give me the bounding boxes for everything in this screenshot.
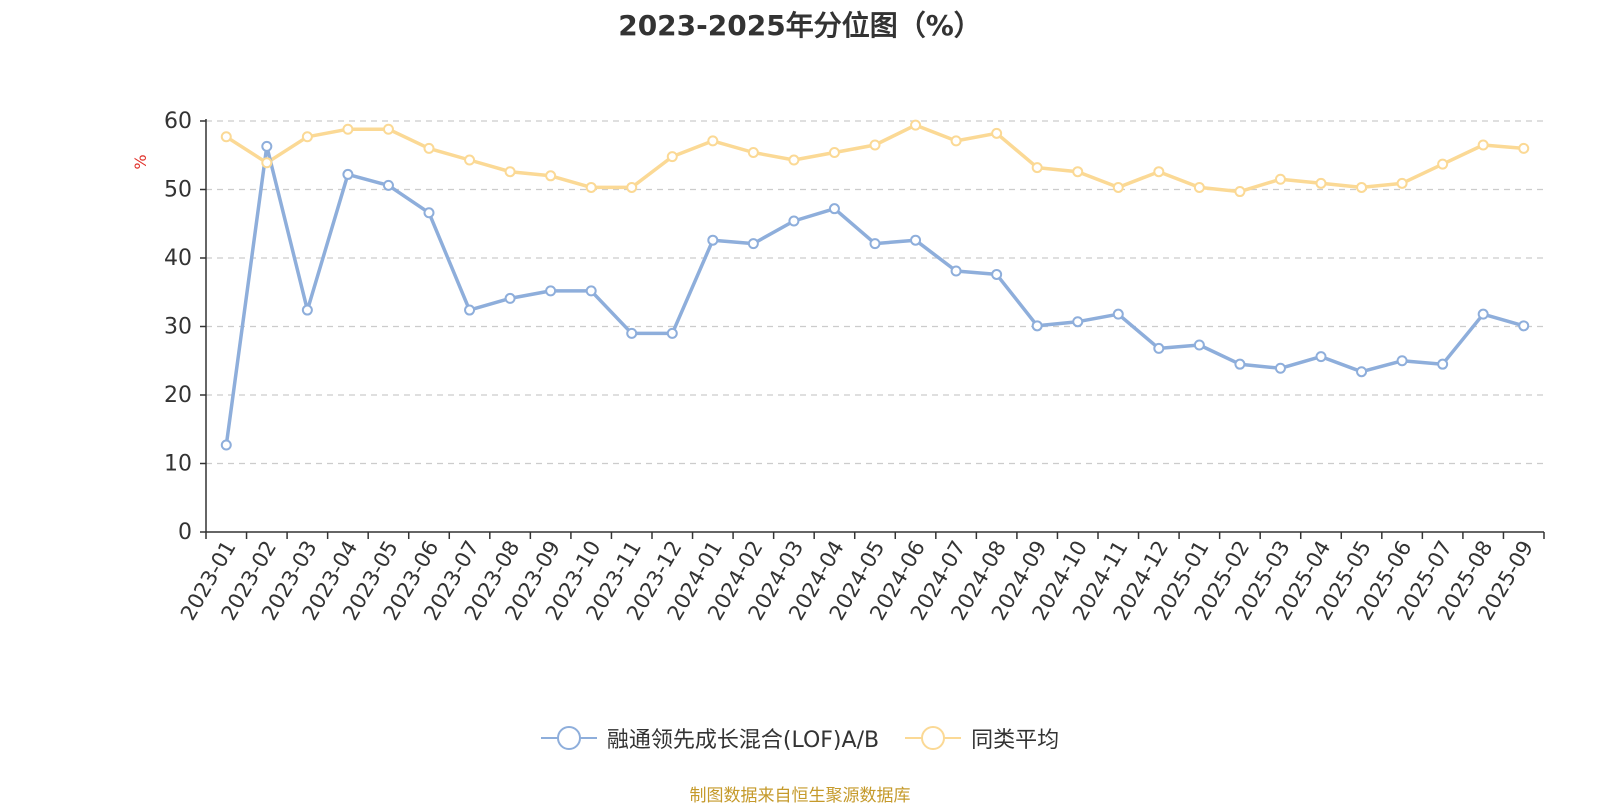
data-point[interactable]	[747, 147, 759, 159]
data-point[interactable]	[747, 238, 759, 250]
y-tick-label: 50	[164, 178, 192, 203]
data-point[interactable]	[707, 234, 719, 246]
data-point[interactable]	[423, 142, 435, 154]
data-point[interactable]	[545, 170, 557, 182]
data-point[interactable]	[464, 304, 476, 316]
data-point[interactable]	[707, 135, 719, 147]
source-note: 制图数据来自恒生聚源数据库	[689, 786, 911, 806]
data-point[interactable]	[950, 265, 962, 277]
data-point[interactable]	[1396, 355, 1408, 367]
data-point[interactable]	[1234, 358, 1246, 370]
data-point[interactable]	[1437, 158, 1449, 170]
legend-label-fund: 融通领先成长混合(LOF)A/B	[606, 728, 880, 753]
legend-line-circle-icon	[905, 726, 962, 750]
data-point[interactable]	[342, 123, 354, 135]
data-point[interactable]	[828, 203, 840, 215]
data-point[interactable]	[585, 181, 597, 193]
y-tick-label: 0	[178, 520, 192, 545]
data-point[interactable]	[342, 168, 354, 180]
data-point[interactable]	[1274, 173, 1286, 185]
data-point[interactable]	[220, 131, 232, 143]
data-point[interactable]	[1072, 166, 1084, 178]
data-point[interactable]	[788, 215, 800, 227]
data-point[interactable]	[991, 127, 1003, 139]
y-tick-label: 60	[164, 109, 192, 134]
data-point[interactable]	[1356, 181, 1368, 193]
data-point[interactable]	[1031, 320, 1043, 332]
data-point[interactable]	[1031, 162, 1043, 174]
y-axis-label: %	[131, 154, 150, 169]
legend-item-average[interactable]: 同类平均	[905, 722, 1059, 754]
data-point[interactable]	[788, 154, 800, 166]
data-point[interactable]	[1153, 166, 1165, 178]
data-point[interactable]	[1437, 358, 1449, 370]
data-point[interactable]	[504, 166, 516, 178]
data-point[interactable]	[1153, 342, 1165, 354]
data-point[interactable]	[828, 147, 840, 159]
y-tick-label: 20	[164, 383, 192, 408]
data-point[interactable]	[1477, 308, 1489, 320]
data-point[interactable]	[1518, 320, 1530, 332]
data-point[interactable]	[1112, 308, 1124, 320]
legend-item-fund[interactable]: 融通领先成长混合(LOF)A/B	[540, 722, 880, 754]
data-point[interactable]	[1234, 186, 1246, 198]
data-point[interactable]	[666, 151, 678, 163]
data-point[interactable]	[869, 139, 881, 151]
chart-title: 2023-2025年分位图（%）	[618, 9, 982, 42]
data-point[interactable]	[1315, 177, 1327, 189]
legend-line-circle-icon	[540, 726, 597, 750]
series-line-0	[224, 144, 1526, 447]
data-point[interactable]	[950, 135, 962, 147]
data-point[interactable]	[1518, 142, 1530, 154]
data-point[interactable]	[1193, 181, 1205, 193]
data-point[interactable]	[991, 268, 1003, 280]
data-point[interactable]	[261, 140, 273, 152]
data-point[interactable]	[1396, 177, 1408, 189]
data-point[interactable]	[1112, 181, 1124, 193]
data-point[interactable]	[626, 181, 638, 193]
data-point[interactable]	[1072, 316, 1084, 328]
data-point[interactable]	[261, 157, 273, 169]
data-point[interactable]	[301, 304, 313, 316]
data-point[interactable]	[423, 207, 435, 219]
data-point[interactable]	[1356, 366, 1368, 378]
y-tick-label: 10	[164, 452, 192, 477]
data-point[interactable]	[869, 238, 881, 250]
data-point[interactable]	[382, 179, 394, 191]
data-point[interactable]	[666, 327, 678, 339]
data-point[interactable]	[1274, 362, 1286, 374]
data-point[interactable]	[504, 292, 516, 304]
data-point[interactable]	[910, 234, 922, 246]
data-point[interactable]	[1315, 351, 1327, 363]
legend-label-average: 同类平均	[971, 728, 1060, 753]
data-point[interactable]	[1193, 339, 1205, 351]
data-point[interactable]	[301, 131, 313, 143]
data-point[interactable]	[1477, 139, 1489, 151]
y-tick-label: 40	[164, 246, 192, 271]
data-point[interactable]	[220, 439, 232, 451]
data-point[interactable]	[910, 119, 922, 131]
data-point[interactable]	[545, 285, 557, 297]
data-point[interactable]	[585, 285, 597, 297]
data-point[interactable]	[626, 327, 638, 339]
y-tick-label: 30	[164, 315, 192, 340]
data-point[interactable]	[382, 123, 394, 135]
legend: 融通领先成长混合(LOF)A/B 同类平均	[0, 722, 1600, 754]
data-point[interactable]	[464, 154, 476, 166]
series-line-1	[224, 123, 1526, 194]
